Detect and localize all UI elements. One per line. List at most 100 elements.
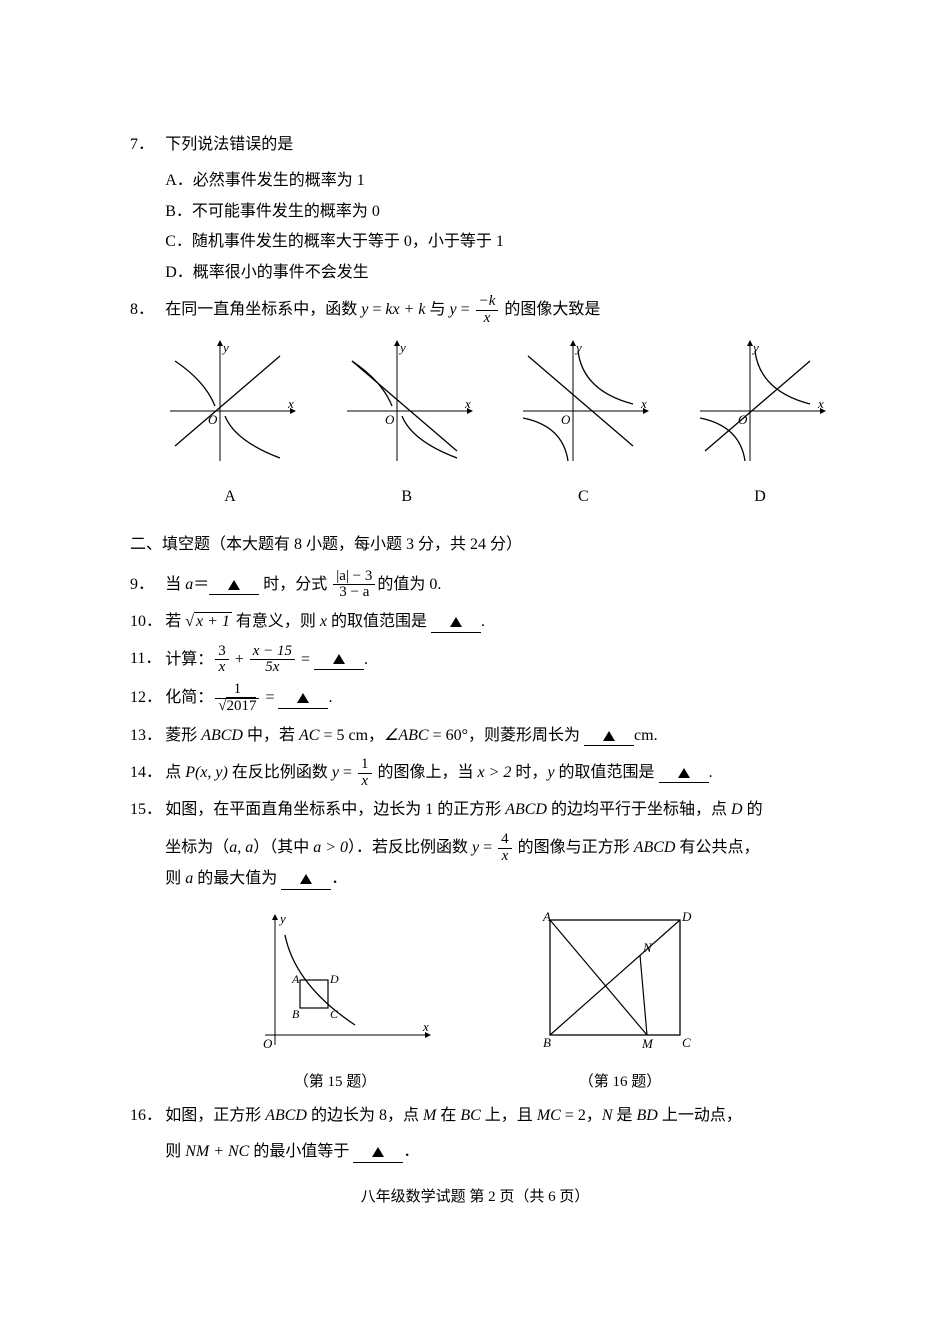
q7-number: 7． [130,130,165,160]
q10-post: 的取值范围是 [327,613,427,630]
q15-l1b: 的边均平行于坐标轴，点 [547,801,731,818]
q8-label-a: A [160,482,300,512]
q9-frac: |a| − 33 − a [333,569,375,602]
q14-b: 在反比例函数 [228,764,332,781]
svg-text:N: N [642,940,653,955]
q11-t1: 3x [215,644,229,677]
page-footer: 八年级数学试题 第 2 页（共 6 页） [130,1183,820,1212]
q15-l1c: 的 [743,801,763,818]
q15-coord: a, a [229,839,253,856]
q14-tail: . [709,764,713,781]
q8-stem-post: 的图像大致是 [500,301,600,318]
q15-frac-num: 4 [498,832,512,849]
q7-optC: C．随机事件发生的概率大于等于 0，小于等于 1 [165,227,820,257]
q16-expr: NM + NC [185,1143,249,1160]
q10-blank [431,614,481,633]
q8-graphs: y x O A y x O B [160,336,830,512]
q9-frac-den: 3 − a [333,585,375,601]
q9-frac-num: |a| − 3 [333,569,375,586]
q13-d: = 60°，则菱形周长为 [429,727,580,744]
q12-blank [278,690,328,709]
q7-optA: A．必然事件发生的概率为 1 [165,166,820,196]
q16-N: N [602,1107,613,1124]
q16-l2b: 的最小值等于 [249,1143,349,1160]
q7-optD: D．概率很小的事件不会发生 [165,258,820,288]
q16-l1b: 的边长为 8，点 [307,1107,423,1124]
q15-l3a: 则 [165,870,185,887]
q13-abcd: ABCD [201,727,243,744]
q10-tail: . [481,613,485,630]
q8-eq2-lhs: y [449,301,456,318]
q16-l1a: 如图，正方形 [165,1107,265,1124]
fig15-caption: （第 15 题） [235,1068,435,1097]
q8-graph-c: y x O [513,336,653,466]
svg-text:B: B [292,1007,300,1021]
q16-tail: ． [403,1143,419,1160]
fig15: O x y A D B C [235,905,435,1055]
q15-abcd2: ABCD [634,839,676,856]
q14-var: y [547,764,554,781]
q9-number: 9． [130,570,165,600]
q8-frac: −kx [476,294,499,327]
q16-BC: BC [460,1107,480,1124]
q14-number: 14． [130,758,165,788]
q8-graph-a: y x O [160,336,300,466]
q15-blank [281,871,331,890]
q15-l2d: 的图像与正方形 [514,839,634,856]
q15-frac: 4x [498,832,512,865]
q15-tail: ． [331,870,347,887]
q10-mid: 有意义，则 [232,613,320,630]
q14-cond: x > 2 [478,764,512,781]
q11-plus: + [231,650,248,667]
q11-t2: x − 155x [250,644,295,677]
q10-var: x [320,613,327,630]
svg-text:A: A [291,972,300,986]
q12-frac: 1√2017 [215,682,259,715]
q11-t1-num: 3 [215,644,229,661]
q16-mc: MC [537,1107,561,1124]
q7-stem: 下列说法错误的是 [165,136,293,153]
q16-M: M [423,1107,436,1124]
svg-text:y: y [278,911,286,926]
svg-text:y: y [221,340,229,355]
q15-cond: a > 0 [313,839,348,856]
q15-l1a: 如图，在平面直角坐标系中，边长为 1 的正方形 [165,801,505,818]
q13-c: = 5 cm， [319,727,384,744]
q16-blank [353,1144,403,1163]
q14-c: 的图像上，当 [374,764,478,781]
q8-stem-mid: 与 [425,301,449,318]
svg-text:x: x [422,1019,429,1034]
q12-tail: . [328,689,332,706]
svg-text:x: x [287,396,294,411]
q9-post1: 时，分式 [263,576,327,593]
q16-abcd: ABCD [265,1107,307,1124]
q13-a: 菱形 [165,727,201,744]
q11-pre: 计算： [165,650,213,667]
q14-d: 时， [511,764,547,781]
q13-number: 13． [130,721,165,751]
fig16: A D B C M N [525,905,715,1055]
q11-t2-num: x − 15 [250,644,295,661]
q15-l2c: ）．若反比例函数 [348,839,472,856]
q12-number: 12． [130,683,165,713]
q16-l1e: = 2， [561,1107,602,1124]
q15-l2b: ）（其中 [253,839,313,856]
q16-l1f: 是 [613,1107,637,1124]
svg-text:x: x [817,396,824,411]
q14-frac: 1x [358,757,372,790]
svg-text:C: C [330,1007,339,1021]
q11-eq: = [297,650,314,667]
q8-eq1-rhs: kx + k [385,301,425,318]
q10-number: 10． [130,607,165,637]
svg-text:B: B [543,1035,551,1050]
svg-text:x: x [464,396,471,411]
svg-text:M: M [641,1036,654,1051]
q8-frac-num: −k [476,294,499,311]
q9-blank [209,577,259,596]
svg-text:O: O [385,412,395,427]
q15-frac-den: x [498,849,512,865]
q8-label-b: B [337,482,477,512]
q8-label-c: C [513,482,653,512]
q11-t2-den: 5x [250,660,295,676]
q13-b: 中，若 [243,727,299,744]
